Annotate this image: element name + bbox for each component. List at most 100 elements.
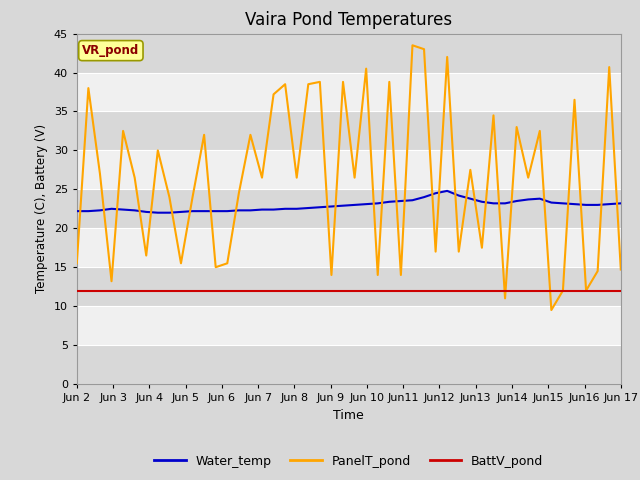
PanelT_pond <box>282 81 289 87</box>
PanelT_pond <box>571 97 579 103</box>
PanelT_pond <box>269 92 277 97</box>
PanelT_pond <box>547 307 555 313</box>
Water_temp <box>235 207 243 213</box>
PanelT_pond <box>177 261 185 266</box>
PanelT_pond <box>96 171 104 177</box>
PanelT_pond <box>246 132 254 138</box>
Water_temp <box>501 201 509 206</box>
Water_temp <box>339 203 347 209</box>
BattV_pond <box>420 288 428 293</box>
Water_temp <box>143 209 150 215</box>
Water_temp <box>269 207 277 213</box>
Water_temp <box>189 208 196 214</box>
BattV_pond <box>200 288 208 293</box>
BattV_pond <box>455 288 463 293</box>
PanelT_pond <box>339 79 347 85</box>
BattV_pond <box>605 288 613 293</box>
Water_temp <box>223 208 231 214</box>
BattV_pond <box>594 288 602 293</box>
Water_temp <box>200 208 208 214</box>
Text: VR_pond: VR_pond <box>82 44 140 57</box>
BattV_pond <box>536 288 543 293</box>
Water_temp <box>258 207 266 213</box>
Water_temp <box>305 205 312 211</box>
Bar <box>77 72 621 111</box>
BattV_pond <box>119 288 127 293</box>
BattV_pond <box>143 288 150 293</box>
BattV_pond <box>189 288 196 293</box>
Water_temp <box>282 206 289 212</box>
BattV_pond <box>351 288 358 293</box>
PanelT_pond <box>408 42 416 48</box>
Water_temp <box>444 188 451 194</box>
BattV_pond <box>524 288 532 293</box>
BattV_pond <box>444 288 451 293</box>
PanelT_pond <box>143 252 150 258</box>
Water_temp <box>73 208 81 214</box>
PanelT_pond <box>444 54 451 60</box>
PanelT_pond <box>559 288 567 293</box>
BattV_pond <box>108 288 115 293</box>
PanelT_pond <box>84 85 92 91</box>
BattV_pond <box>501 288 509 293</box>
BattV_pond <box>478 288 486 293</box>
BattV_pond <box>166 288 173 293</box>
BattV_pond <box>547 288 555 293</box>
BattV_pond <box>223 288 231 293</box>
Water_temp <box>490 201 497 206</box>
BattV_pond <box>177 288 185 293</box>
PanelT_pond <box>362 66 370 72</box>
BattV_pond <box>571 288 579 293</box>
PanelT_pond <box>293 175 301 180</box>
Water_temp <box>594 202 602 208</box>
PanelT_pond <box>223 261 231 266</box>
Bar <box>77 189 621 228</box>
Water_temp <box>362 201 370 207</box>
PanelT_pond <box>617 267 625 273</box>
Water_temp <box>385 199 393 204</box>
PanelT_pond <box>385 79 393 85</box>
BattV_pond <box>258 288 266 293</box>
Y-axis label: Temperature (C), Battery (V): Temperature (C), Battery (V) <box>35 124 48 293</box>
Bar <box>77 228 621 267</box>
BattV_pond <box>246 288 254 293</box>
Bar <box>77 34 621 72</box>
Water_temp <box>154 210 162 216</box>
BattV_pond <box>432 288 440 293</box>
Water_temp <box>513 198 520 204</box>
PanelT_pond <box>119 128 127 134</box>
BattV_pond <box>269 288 277 293</box>
BattV_pond <box>408 288 416 293</box>
Line: PanelT_pond: PanelT_pond <box>77 45 621 310</box>
Legend: Water_temp, PanelT_pond, BattV_pond: Water_temp, PanelT_pond, BattV_pond <box>149 450 548 473</box>
PanelT_pond <box>524 175 532 180</box>
Water_temp <box>536 196 543 202</box>
PanelT_pond <box>316 79 324 85</box>
PanelT_pond <box>478 245 486 251</box>
Water_temp <box>119 207 127 213</box>
PanelT_pond <box>420 46 428 52</box>
Water_temp <box>571 201 579 207</box>
BattV_pond <box>397 288 404 293</box>
BattV_pond <box>582 288 590 293</box>
PanelT_pond <box>189 194 196 200</box>
Water_temp <box>293 206 301 212</box>
PanelT_pond <box>594 268 602 274</box>
BattV_pond <box>131 288 138 293</box>
PanelT_pond <box>212 264 220 270</box>
BattV_pond <box>316 288 324 293</box>
Line: Water_temp: Water_temp <box>77 191 621 213</box>
Water_temp <box>582 202 590 208</box>
BattV_pond <box>362 288 370 293</box>
Water_temp <box>559 201 567 206</box>
Water_temp <box>108 206 115 212</box>
PanelT_pond <box>536 128 543 134</box>
PanelT_pond <box>258 175 266 180</box>
PanelT_pond <box>351 175 358 180</box>
BattV_pond <box>154 288 162 293</box>
Water_temp <box>432 191 440 196</box>
PanelT_pond <box>305 81 312 87</box>
PanelT_pond <box>513 124 520 130</box>
PanelT_pond <box>490 112 497 118</box>
BattV_pond <box>293 288 301 293</box>
